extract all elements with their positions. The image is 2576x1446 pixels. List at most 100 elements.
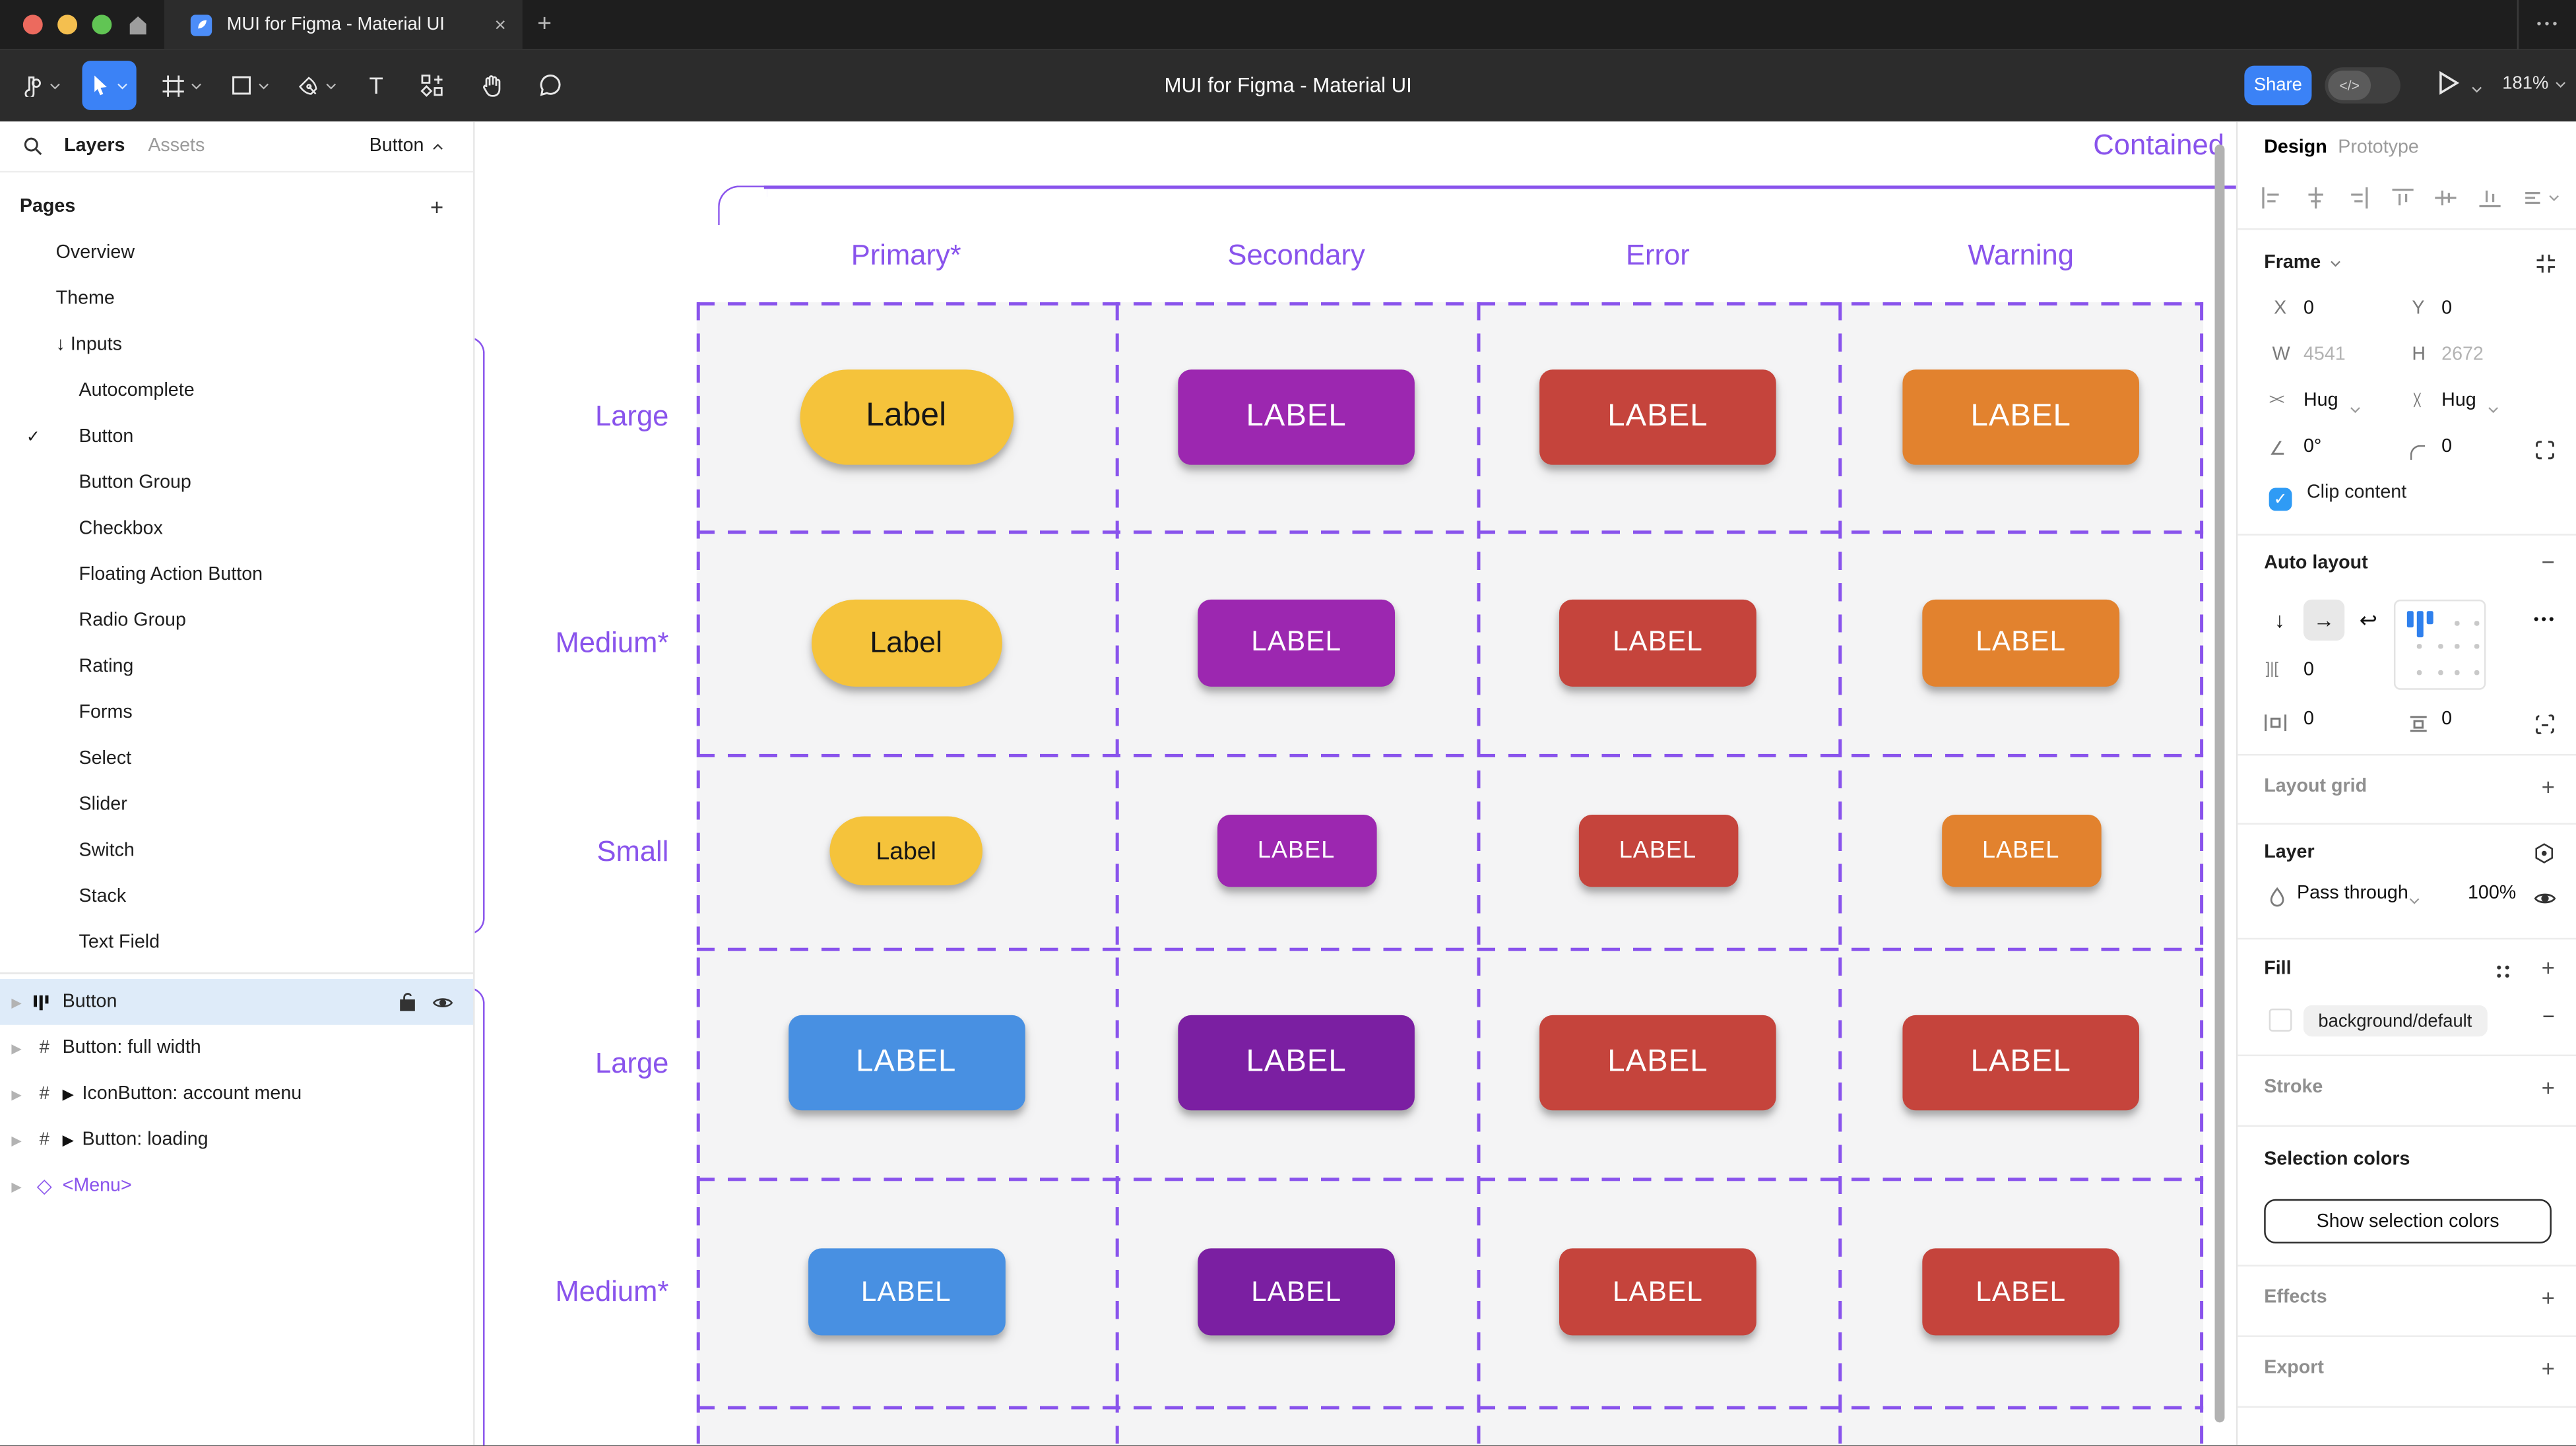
expand-caret-icon[interactable]: ▶	[11, 1132, 22, 1148]
canvas-button[interactable]: LABEL	[1559, 1248, 1756, 1336]
tab-design[interactable]: Design	[2264, 138, 2327, 158]
present-button[interactable]	[2438, 71, 2460, 95]
new-tab-button[interactable]: +	[537, 9, 552, 38]
sidebar-page-item[interactable]: ↓ Inputs	[0, 322, 473, 368]
rectangle-tool[interactable]	[222, 61, 278, 110]
close-window-button[interactable]	[22, 15, 43, 35]
blend-mode-value[interactable]: Pass through	[2297, 883, 2408, 904]
sidebar-page-item[interactable]: Overview	[0, 230, 473, 276]
canvas-button[interactable]: LABEL	[1559, 598, 1756, 686]
visibility-eye-icon[interactable]	[432, 995, 453, 1009]
align-vertical-center-icon[interactable]	[2435, 187, 2457, 208]
shrink-to-fit-icon[interactable]	[2535, 253, 2556, 274]
horizontal-padding-value[interactable]: 0	[2303, 709, 2314, 730]
layout-horizontal-icon[interactable]: →	[2303, 599, 2345, 641]
sidebar-page-item[interactable]: Slider	[0, 782, 473, 828]
comment-tool[interactable]	[529, 61, 572, 110]
layout-vertical-icon[interactable]: ↓	[2274, 608, 2285, 633]
layer-row-button-loading[interactable]: ▶ # ▶ Button: loading	[11, 1130, 209, 1150]
design-canvas[interactable]: Contained Primary* Secondary Error Warni…	[474, 121, 2236, 1446]
search-icon[interactable]	[23, 137, 43, 156]
add-export-button[interactable]: +	[2541, 1355, 2555, 1382]
sidebar-page-item[interactable]: Stack	[0, 874, 473, 920]
align-horizontal-center-icon[interactable]	[2304, 187, 2325, 209]
canvas-button[interactable]: LABEL	[1902, 1015, 2139, 1111]
independent-corners-icon[interactable]	[2535, 440, 2555, 460]
align-bottom-icon[interactable]	[2478, 187, 2500, 208]
fill-style-chip[interactable]: background/default	[2303, 1005, 2487, 1037]
sidebar-page-item[interactable]: Rating	[0, 644, 473, 690]
y-value[interactable]: 0	[2441, 299, 2453, 319]
align-right-icon[interactable]	[2348, 187, 2369, 209]
height-value[interactable]: 2672	[2441, 344, 2484, 365]
remove-auto-layout-button[interactable]: −	[2541, 548, 2555, 575]
show-selection-colors-button[interactable]: Show selection colors	[2264, 1199, 2552, 1243]
canvas-button[interactable]: LABEL	[1902, 369, 2139, 464]
canvas-button[interactable]: Label	[810, 598, 1002, 686]
zoom-window-button[interactable]	[92, 15, 112, 35]
sidebar-page-item[interactable]: ✓ Button	[0, 414, 473, 460]
layer-row-iconbutton-account-menu[interactable]: ▶ # ▶ IconButton: account menu	[11, 1084, 302, 1104]
close-tab-icon[interactable]: ×	[494, 13, 506, 36]
remove-fill-button[interactable]: −	[2542, 1003, 2555, 1028]
distribute-menu[interactable]	[2522, 187, 2560, 208]
expand-caret-icon[interactable]: ▶	[11, 1178, 22, 1193]
sidebar-page-item[interactable]: Button Group	[0, 460, 473, 506]
canvas-scrollbar[interactable]	[2214, 144, 2225, 1423]
opacity-value[interactable]: 100%	[2467, 883, 2517, 904]
sidebar-page-item[interactable]: Text Field	[0, 920, 473, 966]
layer-row-button[interactable]: ▶ Button	[0, 979, 474, 1025]
sidebar-page-item[interactable]: Checkbox	[0, 506, 473, 552]
canvas-button[interactable]: LABEL	[1216, 815, 1376, 887]
canvas-button[interactable]: LABEL	[1941, 815, 2101, 887]
rotation-value[interactable]: 0°	[2303, 437, 2322, 457]
sidebar-page-item[interactable]: Forms	[0, 690, 473, 736]
sidebar-page-item[interactable]: Radio Group	[0, 598, 473, 644]
hug-vertical-value[interactable]: Hug	[2441, 391, 2476, 411]
canvas-button[interactable]: LABEL	[1178, 369, 1415, 464]
sidebar-page-item[interactable]: Floating Action Button	[0, 552, 473, 598]
sidebar-page-item[interactable]: Autocomplete	[0, 368, 473, 414]
layout-wrap-icon[interactable]: ↩	[2359, 607, 2377, 632]
pen-tool[interactable]	[289, 61, 345, 110]
align-top-icon[interactable]	[2391, 187, 2413, 208]
canvas-button[interactable]: LABEL	[807, 1248, 1005, 1336]
canvas-button[interactable]: LABEL	[1922, 598, 2120, 686]
fill-styles-icon[interactable]	[2496, 964, 2510, 979]
tab-prototype[interactable]: Prototype	[2338, 138, 2419, 158]
move-tool[interactable]	[82, 61, 137, 110]
canvas-button[interactable]: LABEL	[1198, 598, 1396, 686]
add-stroke-button[interactable]: +	[2541, 1074, 2555, 1101]
hug-horizontal-value[interactable]: Hug	[2303, 391, 2338, 411]
resources-tool[interactable]	[411, 61, 454, 110]
vertical-padding-value[interactable]: 0	[2441, 709, 2453, 730]
corner-radius-value[interactable]: 0	[2441, 437, 2453, 457]
tab-assets[interactable]: Assets	[148, 136, 205, 156]
layer-row-button-full-width[interactable]: ▶ # Button: full width	[11, 1038, 201, 1058]
sidebar-page-item[interactable]: Select	[0, 736, 473, 782]
canvas-button[interactable]: LABEL	[1178, 1015, 1415, 1111]
home-icon[interactable]	[125, 11, 151, 38]
window-overflow-menu[interactable]: •••	[2536, 16, 2561, 32]
expand-caret-icon[interactable]: ▶	[11, 1086, 22, 1102]
x-value[interactable]: 0	[2303, 299, 2314, 319]
width-value[interactable]: 4541	[2303, 344, 2346, 365]
add-layout-grid-button[interactable]: +	[2541, 773, 2555, 800]
frame-title[interactable]: Contained	[2093, 128, 2224, 162]
independent-padding-icon[interactable]	[2535, 714, 2555, 735]
layer-row-menu-instance[interactable]: ▶ ◇ <Menu>	[11, 1174, 132, 1198]
canvas-button[interactable]: LABEL	[1539, 369, 1776, 464]
present-chevron-icon[interactable]	[2471, 85, 2482, 93]
layer-visibility-eye-icon[interactable]	[2534, 891, 2557, 907]
file-tab[interactable]: MUI for Figma - Material UI ×	[164, 0, 523, 49]
dev-mode-toggle[interactable]: </>	[2325, 67, 2400, 104]
blend-mode-icon[interactable]	[2534, 842, 2555, 864]
canvas-button[interactable]: LABEL	[787, 1015, 1025, 1111]
clip-content-checkbox[interactable]: ✓	[2269, 487, 2292, 511]
canvas-button[interactable]: LABEL	[1198, 1248, 1396, 1336]
figma-main-menu[interactable]	[13, 61, 69, 110]
frame-section-title[interactable]: Frame	[2264, 253, 2340, 272]
alignment-pad[interactable]	[2393, 599, 2486, 690]
hand-tool[interactable]	[470, 61, 513, 110]
canvas-button[interactable]: LABEL	[1922, 1248, 2120, 1336]
